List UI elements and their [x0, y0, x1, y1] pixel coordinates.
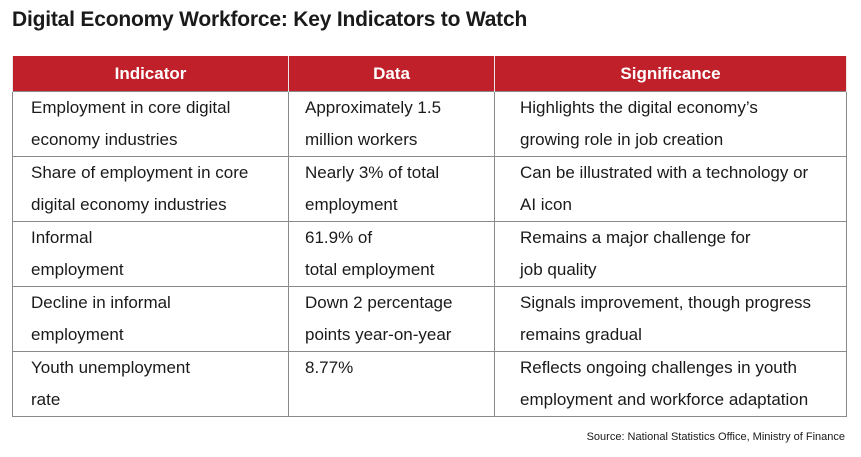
- table-body: Employment in core digital economy indust…: [12, 91, 847, 417]
- cell-line: 61.9% of: [305, 228, 373, 247]
- data-cell: Approximately 1.5 million workers: [288, 91, 495, 157]
- indicator-cell: Share of employment in core digital econo…: [12, 156, 289, 222]
- cell-line: Youth unemployment: [31, 358, 191, 377]
- cell-line: digital economy industries: [31, 195, 227, 214]
- indicator-cell: Informal employment: [12, 221, 289, 287]
- significance-cell: Highlights the digital economy’s growing …: [494, 91, 847, 157]
- indicator-cell: Decline in informal employment: [12, 286, 289, 352]
- cell-line: AI icon: [520, 195, 572, 214]
- table-row: Informal employment 61.9% of total employm…: [12, 221, 847, 287]
- significance-cell: Reflects ongoing challenges in youth empl…: [494, 351, 847, 417]
- cell-line: Approximately 1.5: [305, 98, 442, 117]
- cell-line: Share of employment in core: [31, 163, 249, 182]
- cell-line: employment: [31, 325, 124, 344]
- cell-line: growing role in job creation: [520, 130, 724, 149]
- cell-line: economy industries: [31, 130, 178, 149]
- cell-line: Decline in informal: [31, 293, 171, 312]
- header-data: Data: [288, 56, 495, 92]
- data-cell: Nearly 3% of total employment: [288, 156, 495, 222]
- cell-line: Highlights the digital economy’s: [520, 98, 758, 117]
- cell-line: points year-on-year: [305, 325, 452, 344]
- cell-line: Informal: [31, 228, 93, 247]
- header-indicator: Indicator: [12, 56, 289, 92]
- cell-line: 8.77%: [305, 358, 354, 377]
- indicator-cell: Employment in core digital economy indust…: [12, 91, 289, 157]
- table-row: Decline in informal employment Down 2 per…: [12, 286, 847, 352]
- data-cell: Down 2 percentage points year-on-year: [288, 286, 495, 352]
- cell-line: remains gradual: [520, 325, 642, 344]
- cell-line: employment and workforce adaptation: [520, 390, 809, 409]
- indicators-table: Indicator Data Significance Employment i…: [12, 56, 847, 417]
- cell-line: job quality: [520, 260, 597, 279]
- table-row: Youth unemployment rate 8.77% Reflects on…: [12, 351, 847, 417]
- cell-line: employment: [31, 260, 124, 279]
- significance-cell: Remains a major challenge for job quality: [494, 221, 847, 287]
- cell-line: rate: [31, 390, 61, 409]
- cell-line: Employment in core digital: [31, 98, 231, 117]
- cell-line: employment: [305, 195, 398, 214]
- table-header: Indicator Data Significance: [12, 56, 847, 92]
- cell-line: Reflects ongoing challenges in youth: [520, 358, 797, 377]
- header-significance: Significance: [494, 56, 847, 92]
- cell-line: total employment: [305, 260, 435, 279]
- cell-line: Nearly 3% of total: [305, 163, 440, 182]
- cell-line: Remains a major challenge for: [520, 228, 751, 247]
- table-row: Share of employment in core digital econo…: [12, 156, 847, 222]
- cell-line: Can be illustrated with a technology or: [520, 163, 809, 182]
- cell-line: million workers: [305, 130, 418, 149]
- significance-cell: Can be illustrated with a technology or A…: [494, 156, 847, 222]
- table-row: Employment in core digital economy indust…: [12, 91, 847, 157]
- cell-line: Down 2 percentage: [305, 293, 453, 312]
- data-cell: 61.9% of total employment: [288, 221, 495, 287]
- page-title: Digital Economy Workforce: Key Indicator…: [12, 8, 528, 31]
- significance-cell: Signals improvement, though progress rema…: [494, 286, 847, 352]
- table-header-row: Indicator Data Significance: [12, 56, 847, 92]
- data-cell: 8.77%: [288, 351, 495, 417]
- cell-line: Signals improvement, though progress: [520, 293, 812, 312]
- indicator-cell: Youth unemployment rate: [12, 351, 289, 417]
- source-note: Source: National Statistics Office, Mini…: [586, 431, 845, 443]
